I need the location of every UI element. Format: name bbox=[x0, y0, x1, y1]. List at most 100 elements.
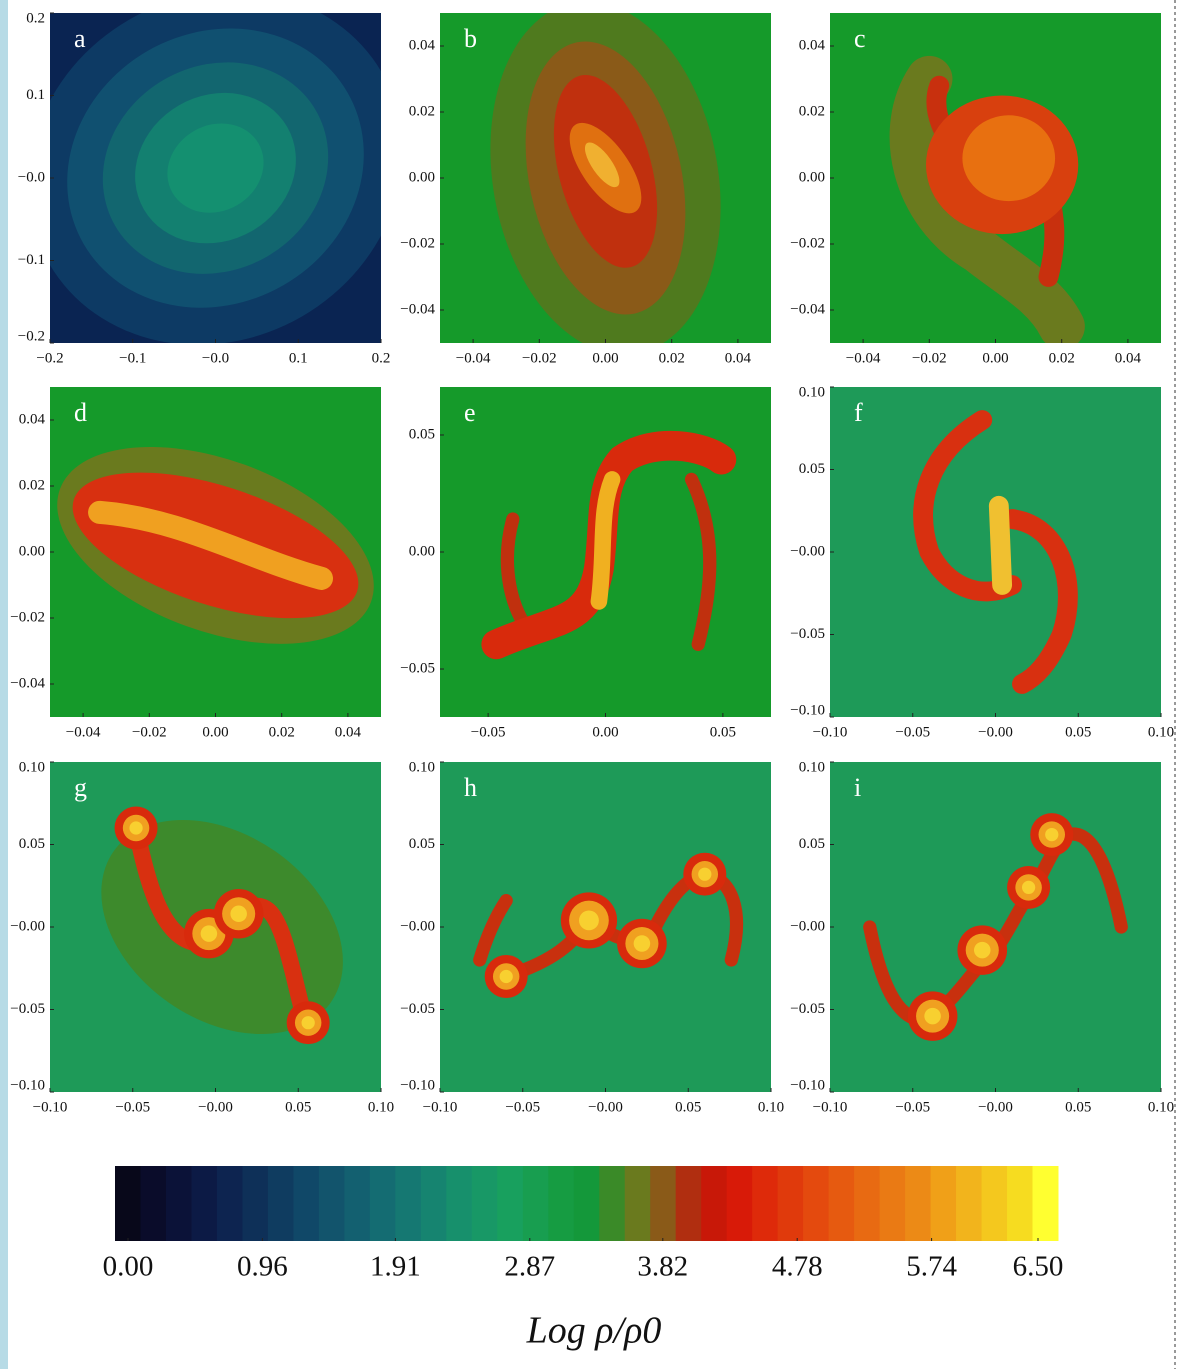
panel-label: a bbox=[74, 24, 86, 53]
x-tick-label: 0.02 bbox=[659, 350, 685, 366]
x-tick-label: −0.00 bbox=[978, 1099, 1013, 1115]
colorbar-segment bbox=[216, 1166, 243, 1241]
colorbar-label: Log ρ/ρ0 bbox=[526, 1310, 662, 1352]
y-tick-label: 0.02 bbox=[19, 477, 45, 493]
panel bbox=[440, 387, 771, 717]
y-tick-label: −0.10 bbox=[790, 702, 825, 718]
y-tick-label: 0.00 bbox=[799, 169, 825, 185]
y-tick-label: −0.05 bbox=[790, 626, 825, 642]
density-field bbox=[481, 430, 737, 660]
density-field bbox=[913, 410, 1078, 694]
y-tick-label: −0.10 bbox=[400, 1077, 435, 1093]
colorbar-segment bbox=[369, 1166, 396, 1241]
colorbar-segment bbox=[318, 1166, 345, 1241]
colorbar-segment bbox=[675, 1166, 702, 1241]
x-tick-label: 0.02 bbox=[1049, 350, 1075, 366]
panel bbox=[830, 13, 1161, 343]
y-tick-label: −0.10 bbox=[790, 1077, 825, 1093]
panel bbox=[830, 387, 1161, 717]
y-tick-label: 0.1 bbox=[26, 87, 45, 103]
colorbar-segment bbox=[777, 1166, 804, 1241]
y-tick-label: −0.2 bbox=[18, 328, 45, 344]
x-tick-label: −0.00 bbox=[588, 1099, 623, 1115]
density-contour bbox=[200, 925, 218, 942]
density-contour bbox=[633, 935, 651, 952]
y-tick-label: 0.02 bbox=[409, 103, 435, 119]
x-tick-label: −0.04 bbox=[456, 350, 491, 366]
y-tick-label: −0.05 bbox=[400, 660, 435, 676]
density-contour bbox=[973, 941, 991, 959]
colorbar-segment bbox=[497, 1166, 524, 1241]
x-tick-label: −0.05 bbox=[471, 724, 506, 740]
x-tick-label: −0.02 bbox=[132, 724, 167, 740]
x-tick-label: 0.05 bbox=[710, 724, 736, 740]
panel-label: e bbox=[464, 398, 476, 427]
x-tick-label: −0.10 bbox=[33, 1099, 68, 1115]
colorbar-tick-label: 6.50 bbox=[1013, 1251, 1064, 1283]
density-filament bbox=[913, 410, 1022, 602]
y-tick-label: 0.04 bbox=[409, 37, 436, 53]
density-contour bbox=[584, 142, 620, 188]
x-tick-label: 0.10 bbox=[758, 1099, 784, 1115]
y-tick-label: 0.05 bbox=[19, 836, 45, 852]
colorbar-segment bbox=[115, 1166, 141, 1241]
x-tick-label: −0.0 bbox=[202, 350, 229, 366]
colorbar-segment bbox=[854, 1166, 881, 1241]
x-tick-label: −0.1 bbox=[119, 350, 146, 366]
left-border bbox=[0, 0, 8, 1369]
y-tick-label: 0.10 bbox=[409, 759, 435, 775]
y-tick-label: 0.05 bbox=[799, 461, 825, 477]
y-tick-label: −0.0 bbox=[18, 169, 45, 185]
y-tick-label: −0.00 bbox=[790, 918, 825, 934]
colorbar-segment bbox=[522, 1166, 549, 1241]
y-tick-label: 0.10 bbox=[799, 384, 825, 400]
x-tick-label: 0.10 bbox=[368, 1099, 394, 1115]
colorbar-segment bbox=[446, 1166, 473, 1241]
y-tick-label: 0.02 bbox=[799, 103, 825, 119]
x-tick-label: −0.2 bbox=[36, 350, 63, 366]
panel bbox=[50, 387, 381, 717]
panel-label: d bbox=[74, 398, 87, 427]
colorbar-tick-label: 0.00 bbox=[103, 1251, 154, 1283]
x-tick-label: −0.05 bbox=[115, 1099, 150, 1115]
x-tick-label: 0.05 bbox=[1065, 724, 1091, 740]
y-tick-label: 0.10 bbox=[799, 759, 825, 775]
x-tick-label: 0.10 bbox=[1148, 724, 1174, 740]
panel-label: i bbox=[854, 773, 861, 802]
colorbar-segment bbox=[242, 1166, 269, 1241]
colorbar-segment bbox=[624, 1166, 651, 1241]
x-tick-label: 0.05 bbox=[1065, 1099, 1091, 1115]
y-tick-label: 0.05 bbox=[799, 836, 825, 852]
x-tick-label: 0.05 bbox=[675, 1099, 701, 1115]
x-tick-label: 0.00 bbox=[982, 350, 1008, 366]
panel-background bbox=[830, 762, 1161, 1092]
colorbar-segment bbox=[471, 1166, 498, 1241]
x-tick-label: −0.10 bbox=[813, 724, 848, 740]
x-tick-label: −0.02 bbox=[912, 350, 947, 366]
colorbar-segment bbox=[650, 1166, 677, 1241]
x-tick-label: 0.04 bbox=[1115, 350, 1142, 366]
y-tick-label: −0.10 bbox=[10, 1077, 45, 1093]
density-contour bbox=[499, 969, 513, 984]
x-tick-label: −0.04 bbox=[66, 724, 101, 740]
colorbar-segment bbox=[726, 1166, 753, 1241]
panel-label: f bbox=[854, 398, 863, 427]
density-filament bbox=[88, 500, 334, 590]
colorbar-segment bbox=[165, 1166, 192, 1241]
y-tick-label: 0.00 bbox=[409, 543, 435, 559]
x-tick-label: −0.05 bbox=[505, 1099, 540, 1115]
density-filament bbox=[590, 471, 621, 610]
y-tick-label: −0.00 bbox=[400, 918, 435, 934]
x-tick-label: −0.00 bbox=[198, 1099, 233, 1115]
x-tick-label: 0.00 bbox=[202, 724, 228, 740]
colorbar-segment bbox=[191, 1166, 218, 1241]
density-filament bbox=[889, 55, 1085, 343]
density-contour bbox=[230, 905, 247, 923]
density-filament bbox=[988, 495, 1013, 595]
x-tick-label: 0.00 bbox=[592, 724, 618, 740]
y-tick-label: −0.02 bbox=[10, 609, 45, 625]
y-tick-label: 0.04 bbox=[19, 411, 46, 427]
colorbar-segment bbox=[828, 1166, 855, 1241]
x-tick-label: 0.10 bbox=[1148, 1099, 1174, 1115]
